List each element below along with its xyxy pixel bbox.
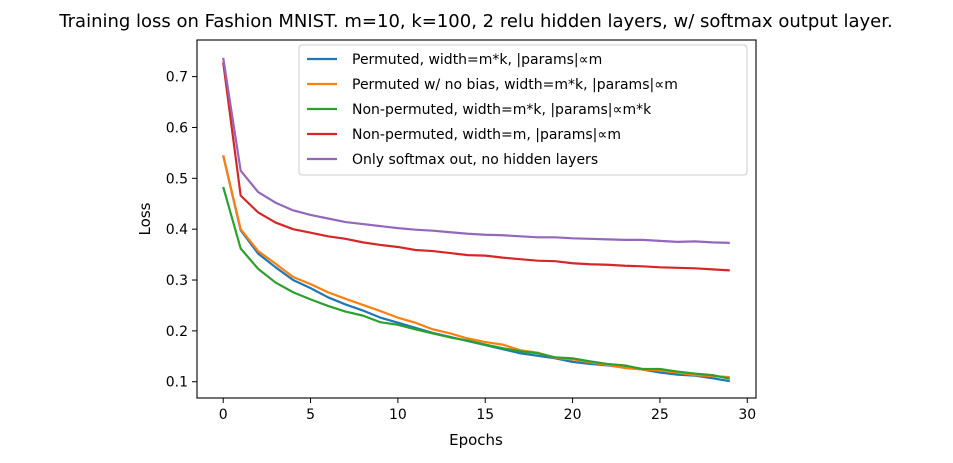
legend-label: Non-permuted, width=m*k, |params|∝m*k (352, 102, 652, 118)
legend-label: Permuted w/ no bias, width=m*k, |params|… (352, 77, 678, 93)
y-tick-label: 0.5 (166, 171, 188, 187)
x-tick-label: 15 (476, 407, 494, 423)
y-axis-label: Loss (136, 202, 154, 235)
x-tick-label: 10 (389, 407, 407, 423)
legend-label: Only softmax out, no hidden layers (352, 152, 598, 168)
x-axis: 0 5 10 15 20 25 30 (219, 398, 756, 423)
legend: Permuted, width=m*k, |params|∝m Permuted … (298, 44, 748, 176)
series-line-1 (222, 155, 730, 383)
series-line-4 (222, 62, 730, 272)
legend-label: Non-permuted, width=m, |params|∝m (352, 127, 621, 143)
series-line-5 (222, 57, 730, 244)
y-tick-label: 0.1 (166, 375, 188, 391)
legend-box (298, 44, 748, 176)
x-tick-label: 0 (219, 407, 228, 423)
series-layer (222, 57, 731, 383)
series-line-3 (222, 186, 731, 380)
x-tick-label: 5 (306, 407, 315, 423)
x-tick-label: 30 (738, 407, 756, 423)
x-tick-label: 20 (564, 407, 582, 423)
y-tick-label: 0.6 (166, 120, 188, 136)
chart-title: Training loss on Fashion MNIST. m=10, k=… (58, 11, 892, 32)
y-tick-label: 0.4 (166, 222, 188, 238)
plot-frame (196, 39, 757, 399)
x-axis-label: Epochs (449, 431, 503, 449)
y-tick-label: 0.7 (166, 70, 188, 86)
legend-label: Permuted, width=m*k, |params|∝m (352, 52, 602, 68)
x-tick-label: 25 (651, 407, 669, 423)
y-tick-label: 0.2 (166, 324, 188, 340)
y-axis: 0.1 0.2 0.3 0.4 0.5 0.6 0.7 (166, 70, 197, 391)
y-tick-label: 0.3 (166, 273, 188, 289)
